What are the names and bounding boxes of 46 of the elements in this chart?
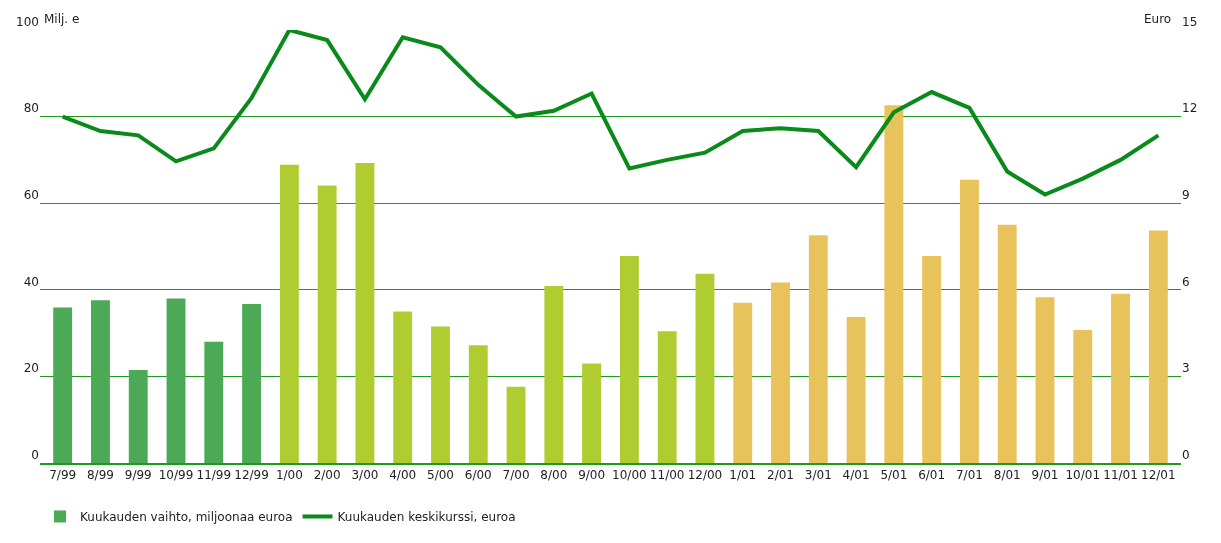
x-tick-label: 1/01 xyxy=(729,468,757,483)
y2-axis-title: Euro xyxy=(1144,12,1172,26)
y2-tick-label: 12 xyxy=(1182,101,1198,116)
x-tick-label: 9/99 xyxy=(124,468,152,483)
y2-tick-label: 15 xyxy=(1182,14,1198,29)
x-tick-label: 1/00 xyxy=(275,468,303,483)
y-axis-title: Milj. e xyxy=(44,12,80,26)
y-tick-label: 40 xyxy=(23,274,39,289)
y2-tick-label: 3 xyxy=(1182,361,1190,376)
x-tick-label: 9/01 xyxy=(1031,468,1059,483)
x-tick-label: 8/01 xyxy=(993,468,1021,483)
x-tick-label: 7/01 xyxy=(955,468,983,483)
x-tick-label: 5/00 xyxy=(427,468,454,483)
y2-tick-label: 0 xyxy=(1182,447,1190,462)
x-tick-label: 12/00 xyxy=(687,468,723,483)
x-tick-label: 6/00 xyxy=(464,468,492,483)
x-tick-label: 8/00 xyxy=(540,468,568,483)
y-tick-label: 80 xyxy=(23,101,39,116)
x-tick-label: 10/00 xyxy=(612,468,647,483)
x-tick-label: 3/00 xyxy=(351,468,379,483)
x-tick-label: 8/99 xyxy=(86,468,114,483)
x-tick-label: 10/99 xyxy=(158,468,194,483)
x-tick-label: 4/01 xyxy=(842,468,870,483)
x-tick-label: 11/00 xyxy=(649,468,685,483)
y2-tick-label: 6 xyxy=(1182,274,1190,289)
x-tick-label: 11/01 xyxy=(1103,468,1138,483)
y-tick-label: 0 xyxy=(31,447,39,462)
x-tick-label: 9/00 xyxy=(578,468,606,483)
x-tick-label: 4/00 xyxy=(389,468,417,483)
y-tick-label: 60 xyxy=(23,188,39,202)
x-tick-label: 2/00 xyxy=(313,468,341,483)
y-tick-label: 20 xyxy=(23,361,39,376)
y2-tick-label: 9 xyxy=(1182,188,1190,202)
x-tick-label: 12/01 xyxy=(1141,468,1176,483)
x-tick-label: 12/99 xyxy=(234,468,269,483)
x-tick-label: 11/99 xyxy=(196,468,232,483)
x-tick-label: 7/00 xyxy=(502,468,530,483)
x-tick-label: 5/01 xyxy=(880,468,908,483)
x-tick-label: 3/01 xyxy=(804,468,832,483)
x-tick-label: 7/99 xyxy=(49,468,77,483)
x-tick-label: 10/01 xyxy=(1065,468,1101,483)
x-tick-label: 6/01 xyxy=(918,468,946,483)
legend-label: Kuukauden vaihto, miljoonaa euroa xyxy=(80,510,293,525)
y-tick-label: 100 xyxy=(16,14,39,29)
x-tick-label: 2/01 xyxy=(767,468,794,483)
legend-label: Kuukauden keskikurssi, euroa xyxy=(337,510,516,525)
